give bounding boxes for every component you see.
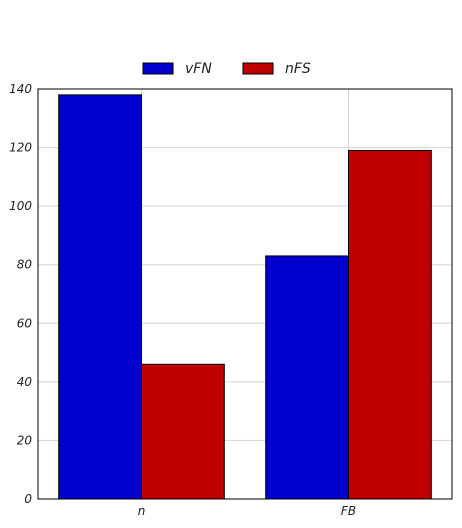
x-tick-label: FB <box>341 504 356 518</box>
legend: vFN nFS <box>142 61 311 77</box>
y-tick-label: 100 <box>9 199 32 213</box>
bar-vFN-FB <box>265 255 350 500</box>
y-tick-label: 140 <box>9 82 32 96</box>
y-tick-label: 0 <box>24 492 32 506</box>
y-tick-label: 60 <box>17 316 33 330</box>
legend-swatch-nFS <box>242 62 274 75</box>
legend-label-nFS: nFS <box>285 61 311 77</box>
legend-swatch-vFN <box>142 62 174 75</box>
legend-label-vFN: vFN <box>185 61 212 77</box>
x-tick-label: n <box>138 504 146 518</box>
y-tick-label: 80 <box>17 258 33 272</box>
bar-nFS-FB <box>348 150 432 500</box>
plot-frame <box>37 88 453 500</box>
bar-vFN-n <box>58 94 143 500</box>
y-axis: 0 20 40 60 80 100 120 140 <box>9 82 32 506</box>
y-tick-label: 120 <box>9 141 32 155</box>
bar-nFS-n <box>141 363 225 500</box>
y-tick-label: 40 <box>17 375 33 389</box>
y-tick-label: 20 <box>17 433 33 447</box>
x-axis: n FB <box>138 504 356 518</box>
bars <box>58 94 432 500</box>
